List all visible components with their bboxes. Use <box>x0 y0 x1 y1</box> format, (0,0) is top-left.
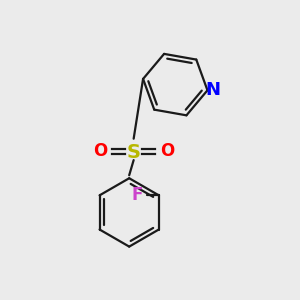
Text: O: O <box>93 142 107 160</box>
Text: O: O <box>160 142 174 160</box>
Text: F: F <box>131 186 143 204</box>
Text: S: S <box>127 143 141 163</box>
Text: N: N <box>205 81 220 99</box>
